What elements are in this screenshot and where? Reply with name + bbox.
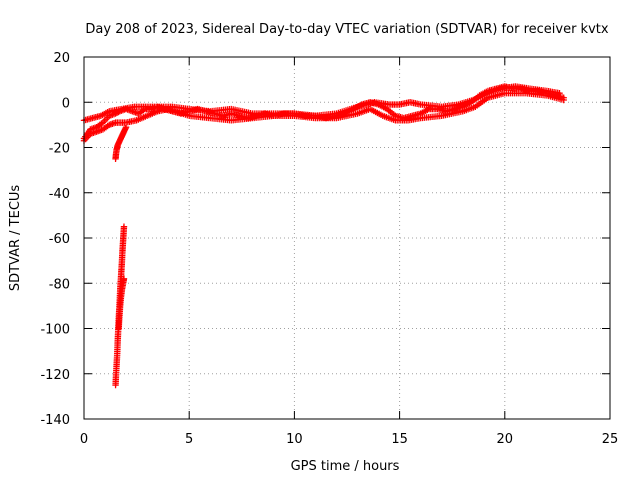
y-tick-label: -80 xyxy=(49,277,70,292)
y-tick-label: -60 xyxy=(49,232,70,247)
data-point xyxy=(556,90,563,97)
x-tick-label: 5 xyxy=(185,432,193,447)
data-point xyxy=(120,275,128,282)
y-tick-label: -140 xyxy=(40,413,70,428)
data-point xyxy=(560,96,567,104)
x-tick-label: 25 xyxy=(602,432,619,447)
y-tick-label: -120 xyxy=(40,368,70,383)
y-tick-label: -20 xyxy=(49,142,70,157)
data-point xyxy=(122,123,130,131)
y-tick-label: -40 xyxy=(49,187,70,202)
x-axis-label: GPS time / hours xyxy=(291,459,400,474)
x-tick-label: 15 xyxy=(391,432,408,447)
axis-ticks: 20 0 -20 -40 -60 -80 -100 -120 -140 0 5 10 15 20 25 xyxy=(40,51,618,447)
chart-title: Day 208 of 2023, Sidereal Day-to-day VTE… xyxy=(85,22,608,37)
data-point xyxy=(120,223,128,230)
x-tick-label: 0 xyxy=(80,432,88,447)
y-tick-label: -100 xyxy=(40,323,70,338)
x-tick-label: 20 xyxy=(497,432,514,447)
data-points xyxy=(80,83,567,389)
y-tick-label: 20 xyxy=(53,51,70,66)
y-tick-label: 0 xyxy=(62,96,70,111)
y-axis-label: SDTVAR / TECUs xyxy=(8,185,23,292)
x-tick-label: 10 xyxy=(286,432,303,447)
